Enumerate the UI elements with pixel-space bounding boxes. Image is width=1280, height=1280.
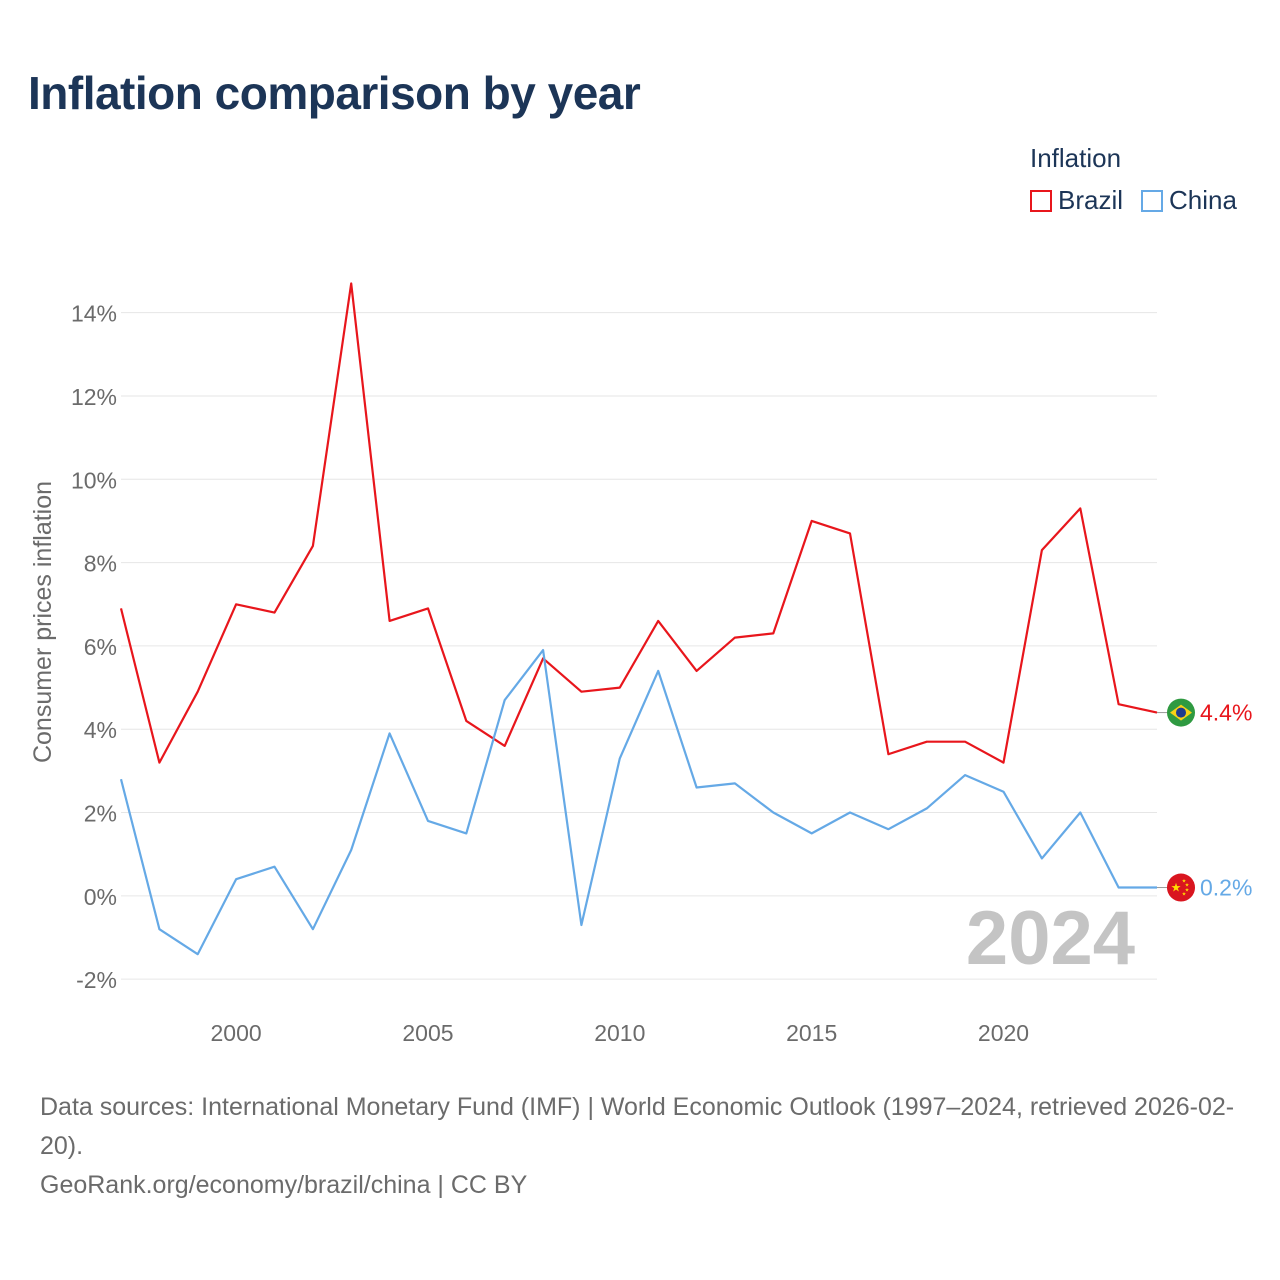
y-tick-label: 12% [71, 384, 117, 410]
x-tick-label: 2015 [786, 1020, 837, 1046]
china-flag-icon: ★ ★★★★ [1167, 873, 1195, 902]
y-axis-ticks: -2% 0% 2% 4% 6% 8% 10% 12% 14% [71, 301, 117, 994]
series-line-china[interactable] [119, 648, 1157, 956]
legend: Brazil China [1030, 185, 1237, 216]
flag-star: ★ [1171, 881, 1182, 895]
x-axis-ticks: 2000 2005 2010 2015 2020 [211, 1020, 1030, 1046]
flag-star-small: ★ [1185, 883, 1190, 889]
legend-label-brazil: Brazil [1058, 185, 1124, 215]
year-watermark: 2024 [966, 896, 1135, 981]
legend-item-china[interactable]: China [1141, 185, 1237, 216]
y-axis-label: Consumer prices inflation [29, 481, 57, 763]
footer: Data sources: International Monetary Fun… [40, 1088, 1250, 1205]
data-sources: Data sources: International Monetary Fun… [40, 1093, 1235, 1160]
flag-field [1167, 873, 1195, 902]
y-tick-label: -2% [76, 967, 117, 993]
gridlines [121, 312, 1157, 980]
legend-label-china: China [1169, 185, 1237, 215]
y-tick-label: 0% [84, 884, 117, 910]
end-markers: 4.4%★ ★★★★ 0.2% [1157, 698, 1252, 902]
y-tick-label: 10% [71, 467, 117, 493]
y-tick-label: 8% [84, 551, 117, 577]
brazil-flag-icon [1167, 698, 1195, 727]
chart-title: Inflation comparison by year [28, 67, 641, 119]
x-tick-label: 2000 [211, 1020, 262, 1046]
x-tick-label: 2020 [978, 1020, 1029, 1046]
y-tick-label: 4% [84, 717, 117, 743]
y-tick-label: 14% [71, 301, 117, 327]
line-chart: -2%0%2%4%6%8%10%12%14% 2000 2005 2010 2015 2… [29, 282, 1252, 1046]
flag-star-small: ★ [1182, 879, 1187, 885]
x-tick-label: 2005 [402, 1020, 453, 1046]
legend-swatch-brazil [1030, 189, 1052, 212]
flag-globe [1176, 707, 1186, 718]
source-credit[interactable]: GeoRank.org/economy/brazil/china | CC BY [40, 1171, 528, 1199]
legend-item-brazil[interactable]: Brazil [1030, 185, 1123, 216]
series-line-brazil[interactable] [119, 282, 1158, 764]
end-value-label-china: 0.2% [1200, 875, 1252, 901]
y-tick-label: 6% [84, 634, 117, 660]
end-value-label-brazil: 4.4% [1200, 700, 1252, 726]
legend-swatch-china [1141, 189, 1164, 212]
flag-star-small: ★ [1182, 892, 1187, 898]
legend-title: Inflation [1030, 143, 1122, 173]
flag-star-small: ★ [1185, 888, 1190, 894]
y-tick-label: 2% [84, 801, 117, 827]
x-tick-label: 2010 [594, 1020, 645, 1046]
series-lines [119, 282, 1158, 956]
